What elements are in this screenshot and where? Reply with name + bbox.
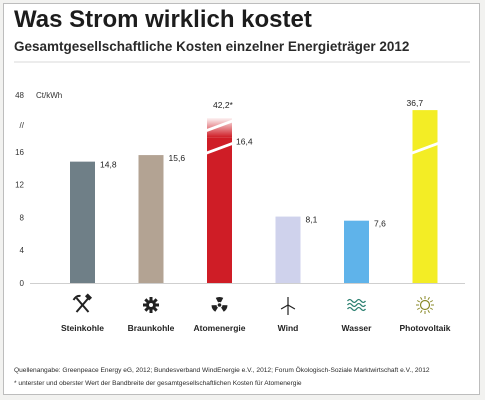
footnote: * unterster und oberster Wert der Bandbr… (14, 380, 302, 387)
bar-atomenergie (207, 137, 232, 283)
data-label-wasser: 7,6 (374, 219, 386, 229)
category-label-atomenergie: Atomenergie (194, 323, 246, 333)
y-tick-label: 4 (20, 246, 25, 255)
wind-turbine-icon (280, 297, 296, 315)
bar-braunkohle (138, 155, 164, 283)
data-label-braunkohle: 15,6 (169, 153, 186, 163)
radiation-icon (211, 297, 228, 312)
y-tick-label: 48 (15, 91, 24, 100)
axis-break-mark (206, 119, 233, 133)
axis-break-mark (206, 141, 233, 155)
y-tick-label: 16 (15, 148, 24, 157)
data-label-atomenergie-lower: 16,4 (236, 136, 253, 146)
axis-break-mark (411, 141, 439, 155)
data-label-photovoltaik: 36,7 (407, 98, 424, 108)
bar-wasser (344, 220, 369, 283)
data-label-wind: 8,1 (306, 215, 318, 225)
bar-wind (275, 216, 301, 283)
gear-icon (143, 297, 159, 313)
data-label-atomenergie-upper: 42,2* (213, 100, 234, 110)
sun-icon (416, 296, 434, 314)
data-label-steinkohle: 14,8 (100, 160, 117, 170)
bar-steinkohle (70, 161, 95, 283)
category-label-photovoltaik: Photovoltaik (399, 323, 450, 333)
y-axis-unit: Ct/kWh (36, 91, 62, 100)
category-label-wasser: Wasser (342, 323, 373, 333)
bar-photovoltaik (412, 110, 438, 284)
y-tick-label: 12 (15, 181, 24, 190)
category-label-braunkohle: Braunkohle (128, 323, 175, 333)
category-label-steinkohle: Steinkohle (61, 323, 104, 333)
source-note: Quellenangabe: Greenpeace Energy eG, 201… (14, 367, 430, 374)
page-subtitle: Gesamtgesellschaftliche Kosten einzelner… (14, 39, 410, 54)
y-tick-label: // (20, 121, 25, 130)
water-waves-icon (346, 298, 367, 312)
y-tick-label: 8 (20, 213, 25, 222)
y-tick-label: 0 (20, 279, 25, 288)
page-title: Was Strom wirklich kostet (14, 6, 312, 33)
hammer-pick-icon (72, 293, 93, 313)
category-label-wind: Wind (278, 323, 299, 333)
